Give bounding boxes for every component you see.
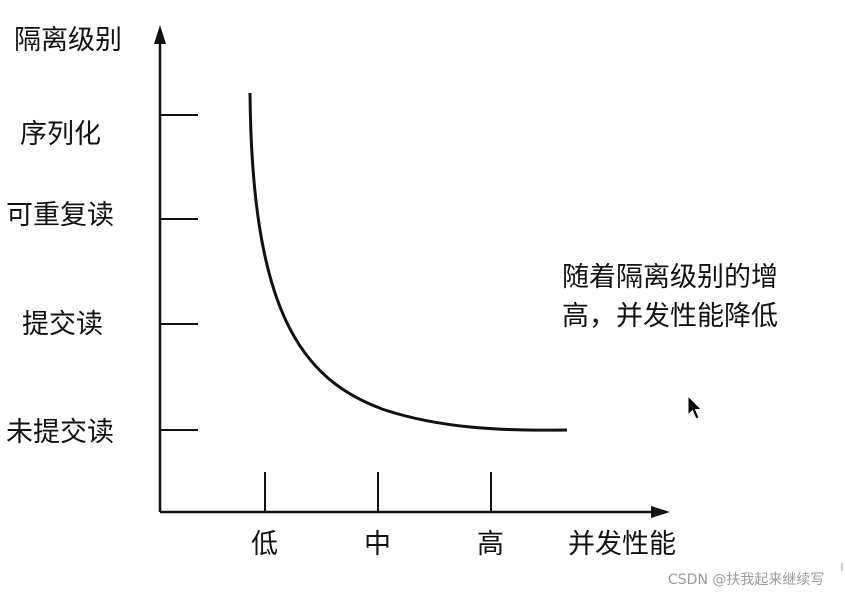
y-label-repeatable-read: 可重复读 bbox=[6, 200, 114, 231]
y-axis-arrowhead bbox=[154, 25, 166, 44]
watermark: CSDN @扶我起来继续写 bbox=[668, 571, 824, 588]
x-axis-title: 并发性能 bbox=[568, 529, 676, 560]
y-label-read-committed: 提交读 bbox=[22, 309, 103, 340]
mouse-pointer-icon bbox=[687, 394, 703, 420]
x-label-low: 低 bbox=[251, 529, 278, 560]
annotation-line-1: 随着隔离级别的增 bbox=[562, 262, 778, 293]
x-label-high: 高 bbox=[477, 529, 504, 560]
y-axis-title: 隔离级别 bbox=[14, 25, 122, 56]
annotation-line-2: 高，并发性能降低 bbox=[562, 301, 778, 332]
y-label-read-uncommitted: 未提交读 bbox=[6, 417, 114, 448]
x-label-mid: 中 bbox=[364, 529, 391, 560]
y-label-serializable: 序列化 bbox=[20, 119, 101, 150]
tradeoff-curve bbox=[248, 92, 568, 432]
x-axis-arrowhead bbox=[651, 506, 670, 518]
